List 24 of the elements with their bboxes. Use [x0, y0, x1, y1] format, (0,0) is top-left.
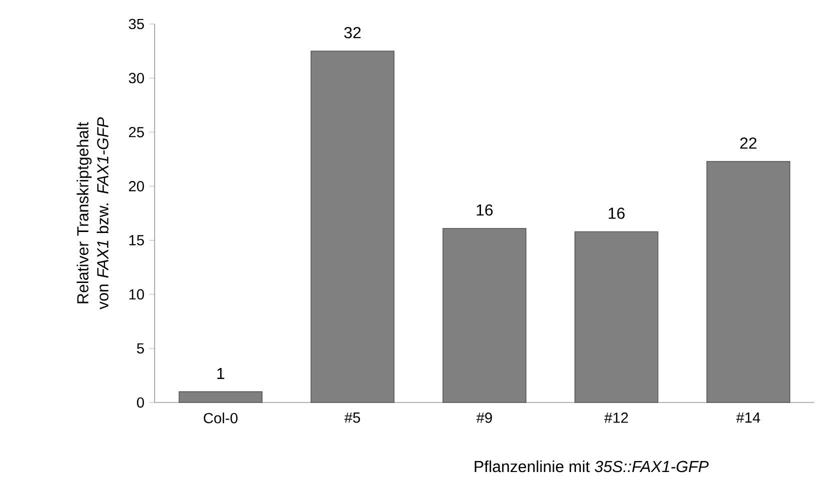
y-tick-label: 0	[136, 397, 144, 408]
x-tick-label: #12	[604, 412, 628, 423]
y-tick-label: 10	[129, 289, 144, 300]
bar	[310, 50, 394, 403]
y-tick-label: 30	[128, 72, 144, 84]
bar	[442, 228, 526, 403]
y-tick-label: 5	[136, 343, 144, 354]
x-axis-title: Pflanzenlinie mit 35S::FAX1-GFP	[474, 460, 709, 472]
y-tick-label: 35	[128, 18, 144, 30]
data-label: 1	[217, 368, 224, 380]
bar	[574, 231, 658, 403]
y-tick-label: 15	[129, 235, 144, 246]
data-label: 16	[476, 204, 493, 216]
x-tick-label: #14	[736, 412, 760, 423]
data-label: 16	[608, 208, 625, 220]
x-tick-label: #5	[344, 412, 360, 423]
y-tick-label: 20	[128, 181, 144, 192]
data-label: 32	[344, 27, 361, 38]
bar	[706, 161, 790, 403]
data-label: 22	[740, 138, 756, 149]
x-tick-label: Col-0	[204, 412, 238, 424]
x-tick-label: #9	[476, 412, 492, 424]
bar	[178, 392, 262, 403]
y-tick-label: 25	[128, 127, 144, 138]
